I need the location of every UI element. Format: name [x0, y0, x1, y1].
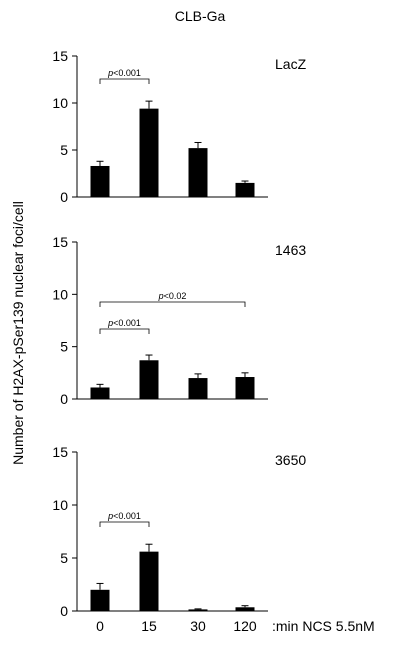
x-tick-label: 15: [141, 618, 157, 634]
significance-label: p<0.001: [107, 511, 141, 521]
bar: [188, 148, 208, 197]
y-tick-label: 0: [60, 391, 68, 407]
x-tick-label: 120: [233, 618, 257, 634]
y-tick-label: 15: [52, 234, 68, 250]
significance-label: p<0.001: [107, 68, 141, 78]
panel-title: 3650: [275, 452, 306, 468]
figure-title: CLB-Ga: [174, 8, 226, 24]
bar: [139, 360, 159, 399]
y-tick-label: 10: [52, 286, 68, 302]
bar: [188, 609, 208, 611]
panel-title: 1463: [275, 242, 306, 258]
bar: [139, 108, 159, 197]
y-tick-label: 15: [52, 48, 68, 64]
y-tick-label: 5: [60, 339, 68, 355]
x-tick-label: 0: [96, 618, 104, 634]
significance-bracket: [99, 521, 150, 527]
chart-panel-1: 0 5 10 15 1463 p<0.001 p<0.02: [52, 234, 306, 407]
significance-bracket: [99, 328, 150, 334]
y-tick-label: 5: [60, 142, 68, 158]
panel-title: LacZ: [275, 56, 307, 72]
y-tick-label: 5: [60, 550, 68, 566]
bar: [235, 377, 255, 399]
bar: [235, 607, 255, 611]
y-tick-label: 10: [52, 95, 68, 111]
significance-bracket: [99, 78, 150, 84]
x-tick-label: 30: [190, 618, 206, 634]
significance-label: p<0.001: [107, 318, 141, 328]
bar: [90, 589, 110, 611]
x-axis-label: :min NCS 5.5nM: [272, 618, 375, 634]
bar: [90, 165, 110, 197]
chart-panel-2: 0 5 10 15 3650 p<0.001: [52, 444, 306, 619]
bar: [235, 182, 255, 197]
significance-label: p<0.02: [158, 291, 187, 301]
bar: [139, 551, 159, 611]
y-tick-label: 0: [60, 603, 68, 619]
y-tick-label: 0: [60, 189, 68, 205]
chart-panel-0: 0 5 10 15 LacZ p<0.001: [52, 48, 306, 205]
bar: [90, 387, 110, 399]
y-tick-label: 10: [52, 497, 68, 513]
y-tick-label: 15: [52, 444, 68, 460]
significance-bracket: [99, 301, 246, 307]
bar: [188, 378, 208, 399]
